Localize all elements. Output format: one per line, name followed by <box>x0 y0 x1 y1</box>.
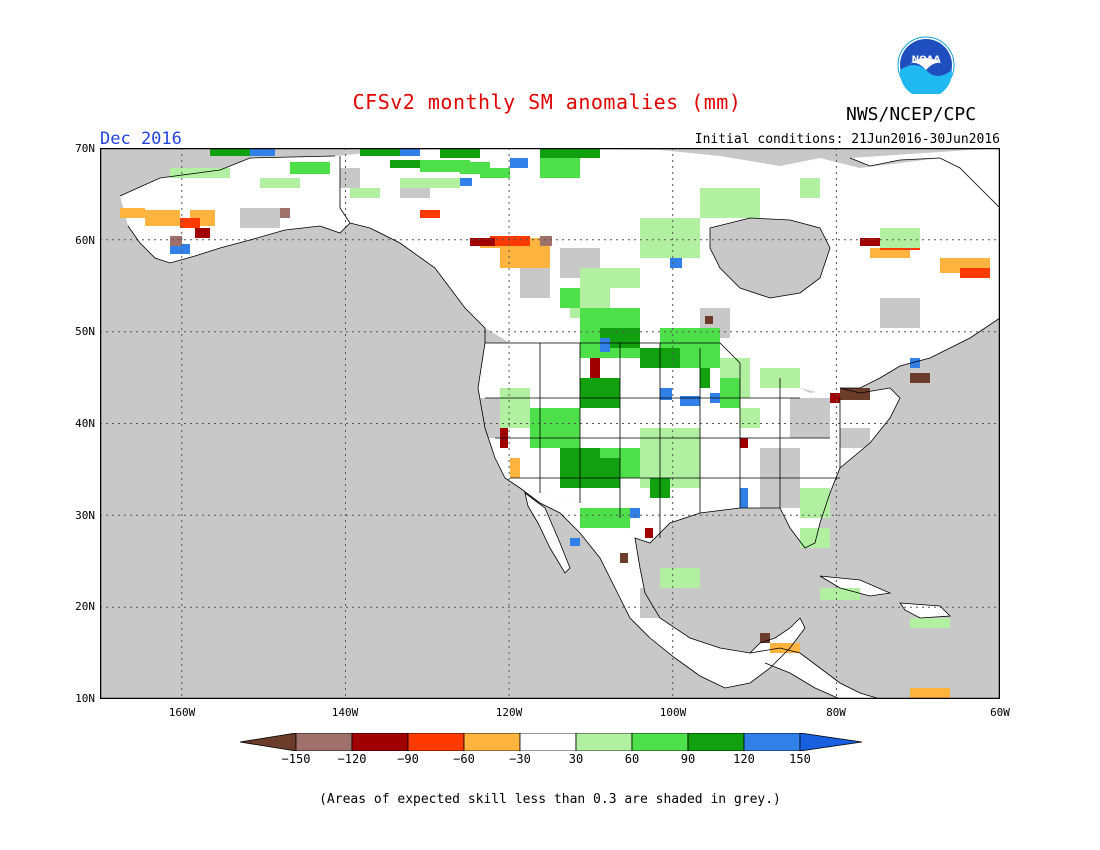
valid-month-label: Dec 2016 <box>100 129 182 149</box>
legend-swatch-lt-150 <box>240 733 297 751</box>
lon-label-80w: 80W <box>826 706 846 719</box>
legend-label: 120 <box>733 752 755 766</box>
lat-label-10n: 10N <box>75 692 95 705</box>
skill-footnote: (Areas of expected skill less than 0.3 a… <box>319 792 781 807</box>
lat-label-30n: 30N <box>75 509 95 522</box>
legend-label: −90 <box>397 752 419 766</box>
anomaly-cells <box>120 148 990 699</box>
lon-label-140w: 140W <box>331 706 359 719</box>
anomaly-map <box>100 148 1000 699</box>
noaa-logo: NOAA <box>897 36 955 94</box>
lon-label-100w: 100W <box>659 706 687 719</box>
hudson-bay <box>710 218 830 298</box>
legend-swatch-120-150 <box>743 733 801 751</box>
boundaries <box>119 155 1000 699</box>
legend-label: 150 <box>789 752 811 766</box>
legend-label: −150 <box>281 752 311 766</box>
lat-label-20n: 20N <box>75 600 95 613</box>
legend-label: −60 <box>453 752 475 766</box>
chart-title: CFSv2 monthly SM anomalies (mm) <box>352 90 742 114</box>
legend-swatch-120-90 <box>351 733 409 751</box>
legend-swatch-30-60 <box>575 733 633 751</box>
lat-label-60n: 60N <box>75 234 95 247</box>
lon-label-60w: 60W <box>990 706 1010 719</box>
legend-swatch-150-120 <box>295 733 353 751</box>
map-frame <box>100 148 1000 699</box>
lat-label-70n: 70N <box>75 142 95 155</box>
lon-label-160w: 160W <box>168 706 196 719</box>
legend-label: −120 <box>337 752 367 766</box>
lat-label-50n: 50N <box>75 325 95 338</box>
legend-swatch-90-120 <box>687 733 745 751</box>
legend-swatch-60-90 <box>631 733 689 751</box>
org-label: NWS/NCEP/CPC <box>846 104 977 125</box>
legend-label: −30 <box>509 752 531 766</box>
init-conditions-label: Initial conditions: 21Jun2016-30Jun2016 <box>694 132 1000 147</box>
legend-swatch-gt-150 <box>799 733 862 751</box>
legend-label: 60 <box>624 752 640 766</box>
lon-label-120w: 120W <box>495 706 523 719</box>
legend-label: 90 <box>680 752 696 766</box>
lat-label-40n: 40N <box>75 417 95 430</box>
svg-text:NOAA: NOAA <box>912 55 941 65</box>
legend-swatch-60-30 <box>463 733 521 751</box>
legend-colorbar <box>240 733 862 751</box>
legend-swatch-90-60 <box>407 733 465 751</box>
legend-swatch-30-30 <box>519 733 577 751</box>
legend-label: 30 <box>568 752 584 766</box>
